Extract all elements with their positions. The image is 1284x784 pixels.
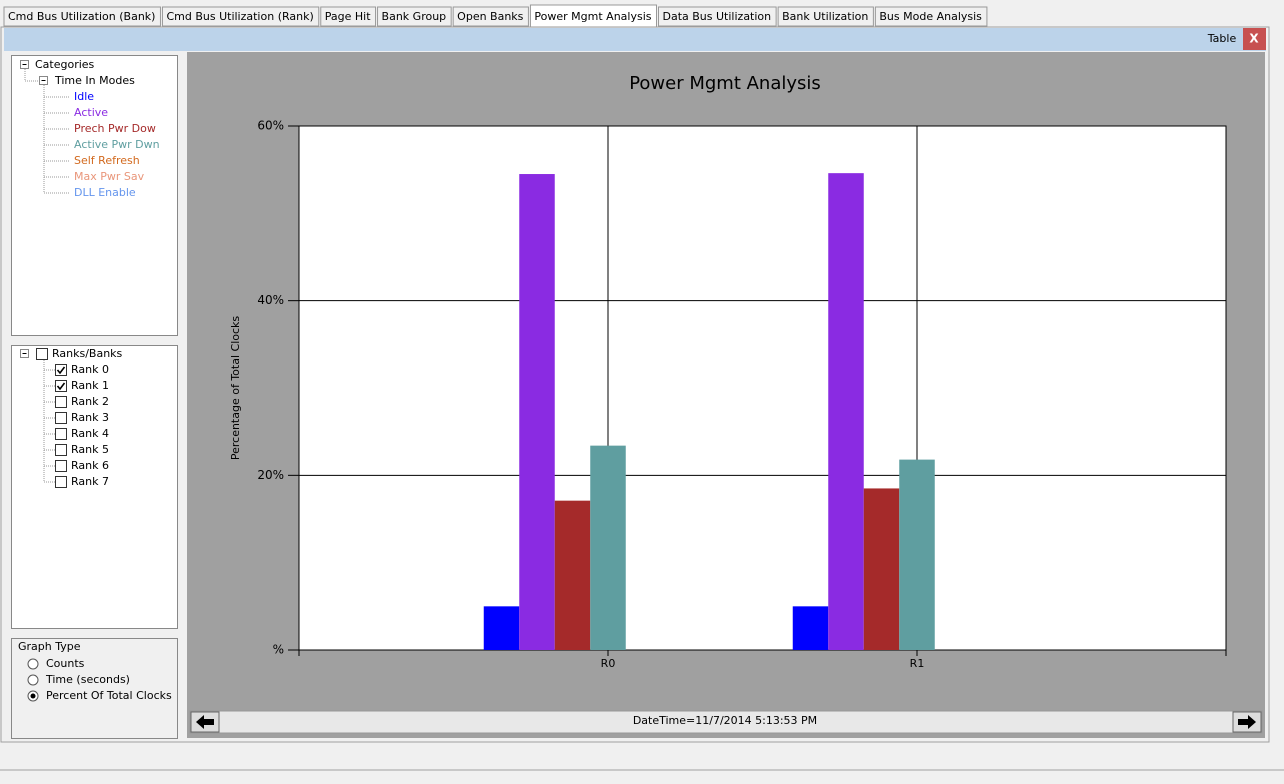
bar xyxy=(863,488,900,650)
tab[interactable] xyxy=(320,6,377,27)
radio-label[interactable]: Percent Of Total Clocks xyxy=(46,689,172,702)
y-tick-label: 20% xyxy=(257,468,284,482)
bar xyxy=(590,445,626,650)
radio-dot[interactable] xyxy=(30,693,36,699)
y-axis-label: Percentage of Total Clocks xyxy=(229,316,242,461)
bar xyxy=(899,459,935,650)
plot-area xyxy=(298,125,1227,651)
checkbox[interactable] xyxy=(55,364,67,376)
checkbox[interactable] xyxy=(55,476,67,488)
tree-group[interactable]: Time In Modes xyxy=(54,74,135,87)
checkbox[interactable] xyxy=(55,412,67,424)
category-item[interactable]: Idle xyxy=(74,90,94,103)
tab-label[interactable]: Open Banks xyxy=(457,10,524,23)
radio-label[interactable]: Time (seconds) xyxy=(45,673,130,686)
y-tick-label: 60% xyxy=(257,119,284,133)
bar xyxy=(828,173,864,650)
rank-item[interactable]: Rank 5 xyxy=(71,443,109,456)
rank-item[interactable]: Rank 1 xyxy=(71,379,109,392)
category-item[interactable]: Prech Pwr Dow xyxy=(74,122,156,135)
tab[interactable] xyxy=(777,6,874,27)
chart-title: Power Mgmt Analysis xyxy=(629,73,821,94)
close-label[interactable]: X xyxy=(1249,32,1259,46)
categories-panel xyxy=(11,55,178,336)
tab[interactable] xyxy=(529,4,657,28)
rank-item[interactable]: Rank 0 xyxy=(71,363,109,376)
rank-item[interactable]: Rank 3 xyxy=(71,411,109,424)
y-tick-label: 40% xyxy=(257,293,284,307)
checkbox[interactable] xyxy=(36,348,48,360)
x-tick-label: R1 xyxy=(910,657,925,670)
tab-label[interactable]: Data Bus Utilization xyxy=(663,10,772,23)
rank-item[interactable]: Rank 2 xyxy=(71,395,109,408)
tab-label[interactable]: Bus Mode Analysis xyxy=(879,10,982,23)
checkbox[interactable] xyxy=(55,444,67,456)
radio[interactable] xyxy=(27,658,39,670)
checkmark[interactable] xyxy=(56,366,66,375)
x-tick-label: R0 xyxy=(601,657,616,670)
tab-label[interactable]: Bank Group xyxy=(382,10,447,23)
checkbox[interactable] xyxy=(55,460,67,472)
tab-label[interactable]: Page Hit xyxy=(325,10,371,23)
checkbox[interactable] xyxy=(55,380,67,392)
bar xyxy=(792,606,829,650)
tab-label[interactable]: Cmd Bus Utilization (Rank) xyxy=(166,10,313,23)
checkmark[interactable] xyxy=(56,382,66,391)
category-item[interactable]: Active Pwr Dwn xyxy=(74,138,160,151)
category-item[interactable]: Self Refresh xyxy=(74,154,140,167)
category-item[interactable]: Max Pwr Sav xyxy=(74,170,145,183)
tree-root[interactable]: Categories xyxy=(35,58,95,71)
ranks-panel xyxy=(11,345,178,629)
tree-root[interactable]: Ranks/Banks xyxy=(52,347,123,360)
graph-type-panel xyxy=(11,638,178,739)
tab-label[interactable]: Bank Utilization xyxy=(782,10,868,23)
rank-item[interactable]: Rank 4 xyxy=(71,427,109,440)
table-button[interactable]: Table xyxy=(1207,32,1237,45)
bar xyxy=(554,500,591,650)
next-arrow[interactable] xyxy=(1238,715,1256,729)
scrollbar xyxy=(189,710,1263,734)
radio-label[interactable]: Counts xyxy=(46,657,85,670)
bar xyxy=(519,174,555,651)
rank-item[interactable]: Rank 7 xyxy=(71,475,109,488)
graph-type-title: Graph Type xyxy=(18,640,81,653)
radio[interactable] xyxy=(27,674,39,686)
prev-arrow[interactable] xyxy=(196,715,214,729)
bar xyxy=(483,606,520,650)
tab-label[interactable]: Power Mgmt Analysis xyxy=(534,10,651,23)
category-item[interactable]: Active xyxy=(74,106,108,119)
category-item[interactable]: DLL Enable xyxy=(74,186,136,199)
y-tick-label: % xyxy=(273,643,284,657)
tab[interactable] xyxy=(874,6,988,27)
datetime: DateTime=11/7/2014 5:13:53 PM xyxy=(633,714,817,727)
checkbox[interactable] xyxy=(55,396,67,408)
tab[interactable] xyxy=(161,6,320,27)
tab[interactable] xyxy=(3,6,161,27)
tab[interactable] xyxy=(377,6,452,27)
checkbox[interactable] xyxy=(55,428,67,440)
tab[interactable] xyxy=(658,6,777,27)
tab[interactable] xyxy=(452,6,529,27)
rank-item[interactable]: Rank 6 xyxy=(71,459,109,472)
close-button[interactable] xyxy=(1243,28,1266,50)
toolbar xyxy=(4,28,1266,51)
tab-label[interactable]: Cmd Bus Utilization (Bank) xyxy=(8,10,155,23)
